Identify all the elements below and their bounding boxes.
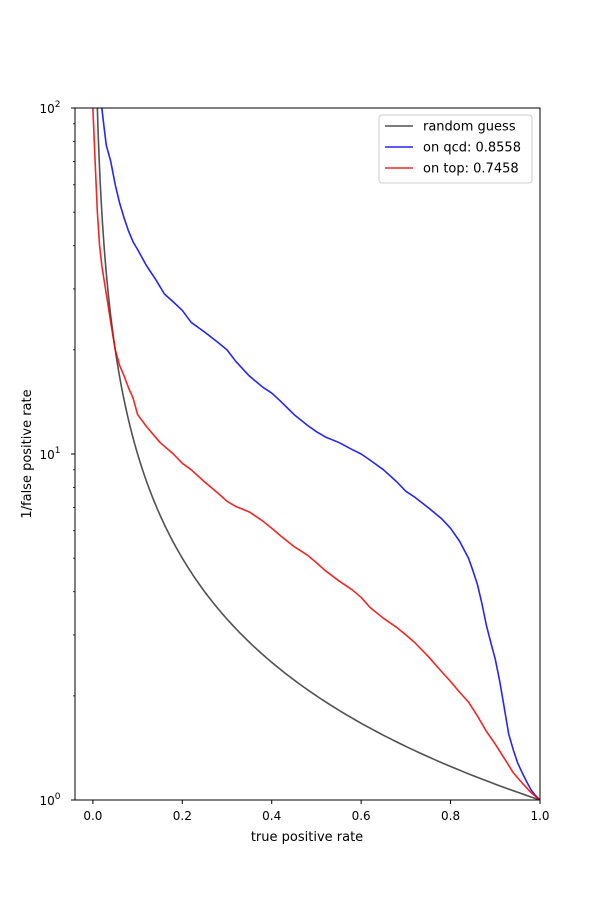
x-axis-label: true positive rate xyxy=(251,830,363,845)
x-tick-label: 0.8 xyxy=(441,809,460,823)
series-line-2 xyxy=(92,108,540,800)
series-line-1 xyxy=(101,108,540,800)
y-axis: 100 101 102 xyxy=(39,100,75,808)
y-tick-label: 102 xyxy=(39,100,60,116)
legend: random guess on qcd: 0.8558 on top: 0.7458 xyxy=(378,114,533,184)
y-tick-label: 101 xyxy=(39,446,60,462)
x-tick-label: 1.0 xyxy=(530,809,549,823)
legend-label: on top: 0.7458 xyxy=(423,162,519,177)
x-axis: 0.0 0.2 0.4 0.6 0.8 1.0 xyxy=(83,800,550,823)
y-tick-label: 100 xyxy=(39,792,60,808)
legend-label: on qcd: 0.8558 xyxy=(423,141,521,156)
series-layer xyxy=(92,108,540,800)
series-line-0 xyxy=(96,108,540,800)
x-tick-label: 0.2 xyxy=(173,809,192,823)
legend-label: random guess xyxy=(423,120,516,135)
x-tick-label: 0.4 xyxy=(262,809,281,823)
legend-box xyxy=(378,114,533,184)
x-tick-label: 0.0 xyxy=(83,809,102,823)
x-tick-label: 0.6 xyxy=(352,809,371,823)
y-axis-label: 1/false positive rate xyxy=(20,389,35,518)
